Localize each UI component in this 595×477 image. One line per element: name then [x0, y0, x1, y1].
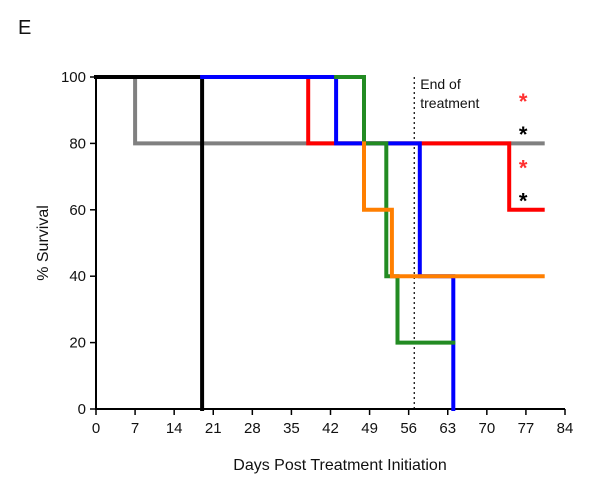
y-tick-label-4: 80: [69, 135, 86, 152]
end-of-treatment-label-0: End of: [420, 76, 461, 92]
survival-curve-2: [306, 75, 545, 212]
survival-curve-5: [362, 141, 545, 279]
x-tick-label-12: 84: [557, 420, 574, 437]
x-tick-label-8: 56: [400, 420, 417, 437]
significance-marker-3: *: [519, 189, 528, 214]
x-tick-label-1: 7: [131, 420, 139, 437]
x-axis-title: Days Post Treatment Initiation: [233, 457, 446, 474]
y-tick-label-5: 100: [61, 69, 86, 86]
y-tick-label-0: 0: [78, 401, 86, 418]
x-tick-label-9: 63: [439, 420, 456, 437]
x-tick-label-4: 28: [244, 420, 261, 437]
x-tick-label-11: 77: [518, 420, 535, 437]
y-tick-label-1: 20: [69, 335, 86, 352]
x-tick-label-10: 70: [478, 420, 495, 437]
x-tick-label-2: 14: [166, 420, 183, 437]
x-tick-label-7: 49: [361, 420, 378, 437]
survival-curve-3: [200, 75, 456, 411]
end-of-treatment-label-1: treatment: [420, 95, 479, 111]
significance-marker-2: *: [519, 155, 528, 180]
y-axis-title: % Survival: [35, 205, 52, 281]
x-tick-label-3: 21: [205, 420, 222, 437]
plot-area: 0 7 14 21 28 35 42 49 56 63 70 77 84 0 20 40 60 80 100 End …: [61, 69, 573, 437]
y-tick-label-2: 40: [69, 268, 86, 285]
y-tick-label-3: 60: [69, 202, 86, 219]
x-tick-label-5: 35: [283, 420, 300, 437]
significance-marker-1: *: [519, 122, 528, 147]
survival-curve-1: [94, 75, 205, 411]
significance-marker-0: *: [519, 89, 528, 114]
survival-curve-4: [334, 75, 456, 345]
x-tick-label-0: 0: [92, 420, 100, 437]
panel-letter: E: [18, 17, 31, 39]
x-tick-label-6: 42: [322, 420, 339, 437]
